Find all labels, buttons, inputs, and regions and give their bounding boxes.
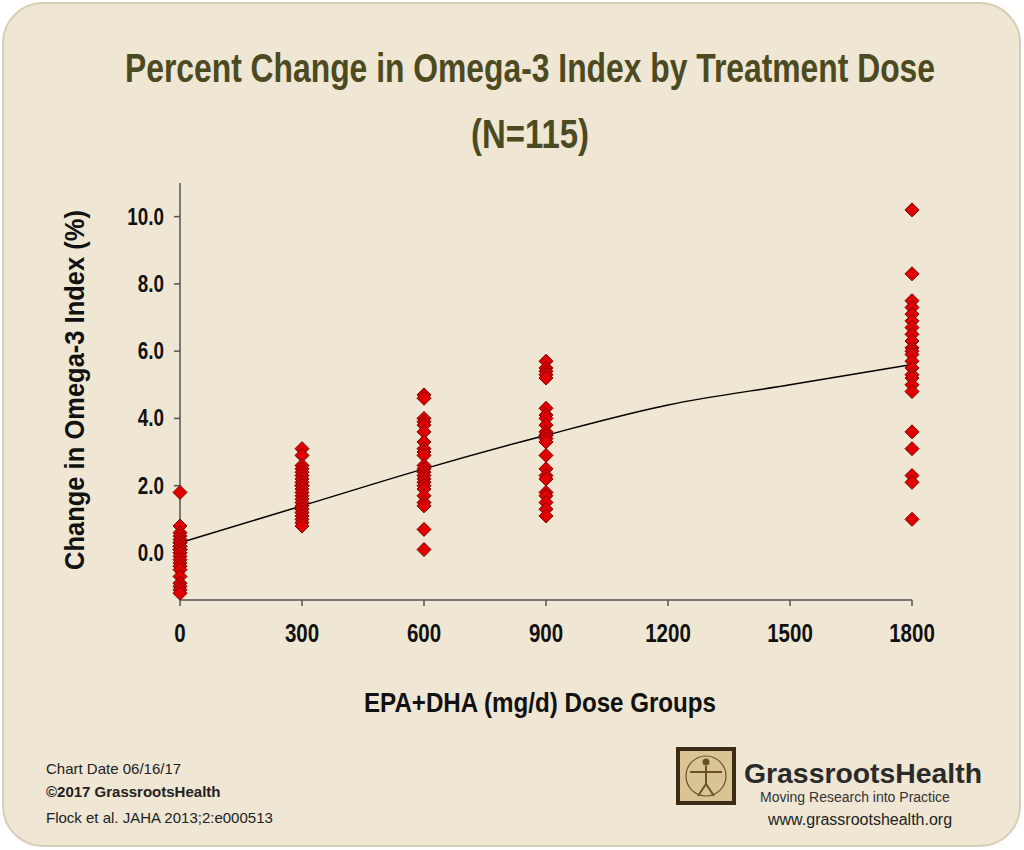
logo-circle — [686, 756, 726, 796]
trend-line — [180, 365, 912, 543]
x-axis-title: EPA+DHA (mg/d) Dose Groups — [364, 687, 716, 718]
x-tick — [179, 600, 181, 606]
logo-figure — [690, 766, 722, 796]
x-tick — [423, 600, 425, 606]
plot-area — [173, 203, 919, 600]
y-axis-title: Change in Omega-3 Index (%) — [59, 210, 90, 570]
subtitle: (N=115) — [471, 112, 589, 156]
footnote: ©2017 GrassrootsHealth — [46, 783, 220, 800]
data-point — [539, 509, 553, 523]
x-tick — [789, 600, 791, 606]
data-point — [905, 425, 919, 439]
x-tick — [545, 600, 547, 606]
brand-name: GrassrootsHealth — [744, 759, 982, 789]
y-tick-label: 4.0 — [138, 406, 164, 431]
y-tick-label: 6.0 — [138, 338, 164, 363]
brand-tagline: Moving Research into Practice — [760, 789, 950, 805]
y-tick — [174, 283, 180, 285]
data-point — [905, 442, 919, 456]
background — [3, 3, 1020, 846]
data-point — [539, 371, 553, 385]
x-tick-label: 900 — [529, 619, 563, 647]
logo-inner — [680, 751, 732, 801]
x-tick-label: 300 — [285, 619, 319, 647]
x-tick-label: 600 — [407, 619, 441, 647]
data-point — [295, 519, 309, 533]
logo-icon — [676, 747, 736, 805]
y-tick-label: 8.0 — [138, 271, 164, 296]
data-point — [905, 385, 919, 399]
x-tick — [301, 600, 303, 606]
title: Percent Change in Omega-3 Index by Treat… — [125, 46, 935, 90]
footnote: Chart Date 06/16/17 — [46, 760, 181, 777]
x-tick-label: 1500 — [767, 619, 813, 647]
data-point — [539, 448, 553, 462]
data-point — [539, 472, 553, 486]
y-tick-label: 0.0 — [138, 540, 164, 565]
y-tick — [174, 216, 180, 218]
data-point — [539, 435, 553, 449]
data-point — [417, 543, 431, 557]
data-point — [173, 586, 187, 600]
y-tick-label: 10.0 — [127, 204, 164, 229]
data-point — [417, 391, 431, 405]
data-point — [905, 512, 919, 526]
data-point — [173, 485, 187, 499]
data-point — [905, 267, 919, 281]
footnote: Flock et al. JAHA 2013;2:e000513 — [46, 809, 273, 826]
data-point — [905, 475, 919, 489]
data-point — [905, 203, 919, 217]
x-tick-label: 1200 — [645, 619, 691, 647]
x-tick-label: 0 — [174, 619, 185, 647]
y-tick — [174, 350, 180, 352]
page: {"chart_data": { "type": "scatter", "tit… — [0, 0, 1024, 850]
y-tick-label: 2.0 — [138, 473, 164, 498]
x-tick — [667, 600, 669, 606]
x-tick — [911, 600, 913, 606]
x-tick-label: 1800 — [889, 619, 935, 647]
logo-head — [703, 759, 710, 766]
logo-box — [676, 747, 736, 805]
data-point — [417, 522, 431, 536]
brand-url: www.grassrootshealth.org — [767, 811, 952, 828]
chart-svg: Percent Change in Omega-3 Index by Treat… — [0, 0, 1024, 850]
y-tick — [174, 418, 180, 420]
data-point — [417, 499, 431, 513]
